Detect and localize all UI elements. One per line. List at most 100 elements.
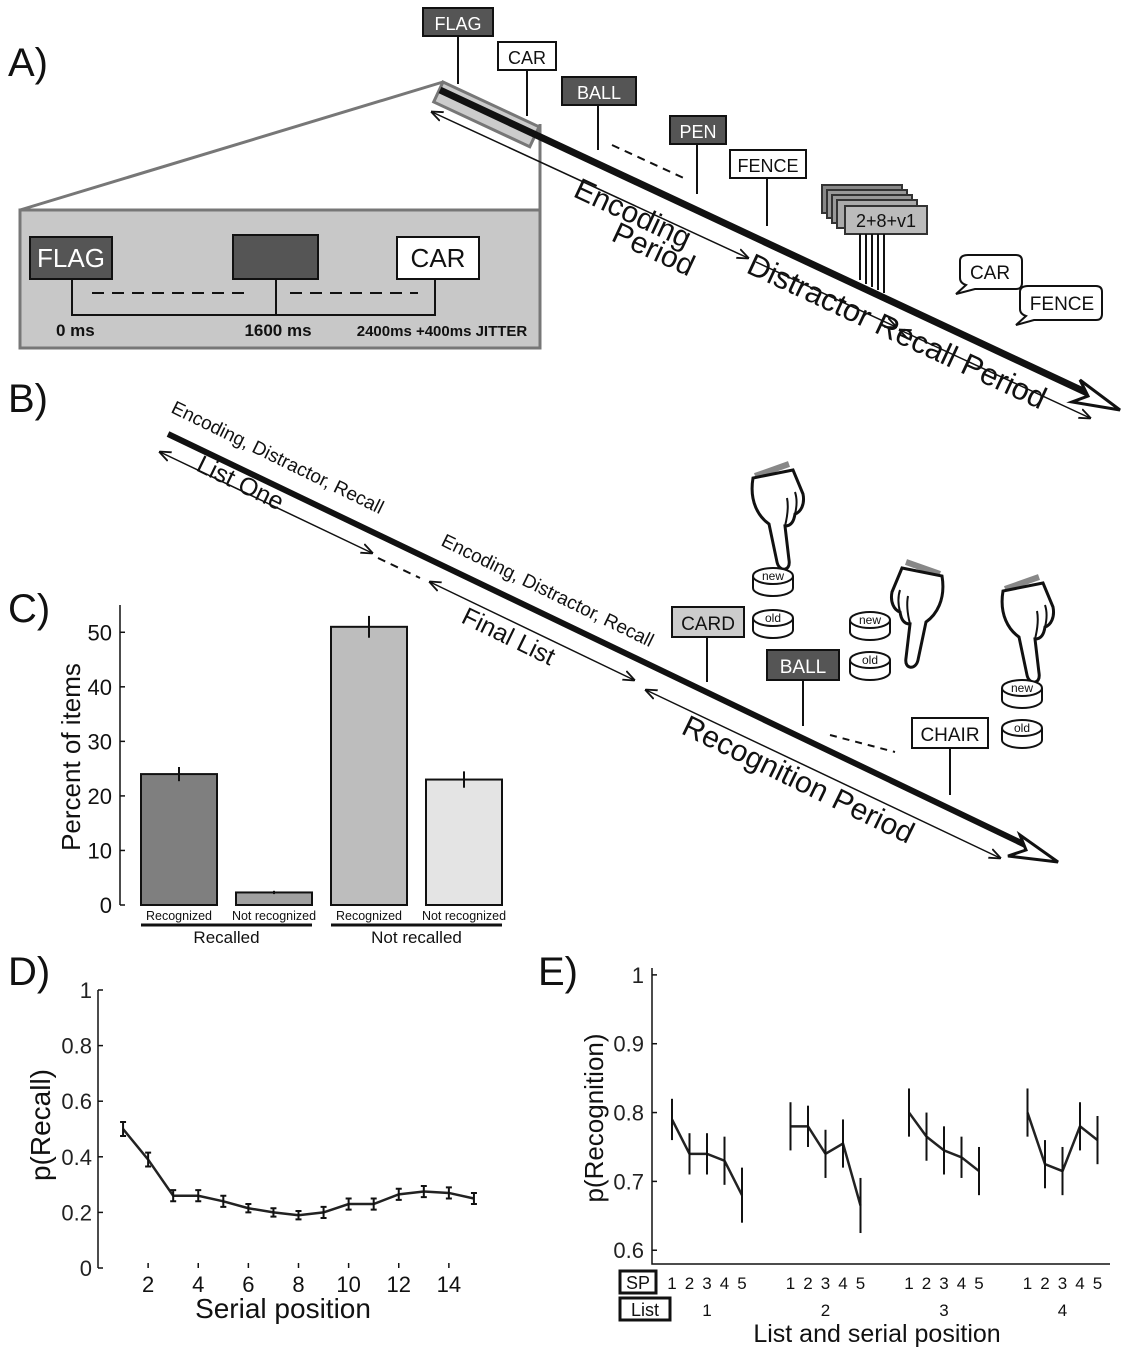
y-tick-label: 50 [88,620,112,645]
x-tick-label: 2 [685,1274,694,1293]
word: CARD [681,614,735,635]
hand-icon [752,464,803,569]
bar [331,627,407,905]
x-tick-label: 2 [803,1274,812,1293]
x-tick-label: 5 [1093,1274,1102,1293]
group-label: Not recalled [371,928,462,947]
x-tick-label: 3 [939,1274,948,1293]
arrow [430,582,634,680]
time: 2400ms +400ms JITTER [357,323,528,340]
word: BALL [780,657,826,678]
x-tick-label: Not recognized [232,909,316,923]
period-label: Recognition Period [677,710,919,851]
y-tick-label: 0.2 [61,1200,92,1225]
button-label: old [862,653,878,667]
figure: A) FLAG CAR BALL PEN FENCE FLAG CAR 0 ms [0,0,1123,1353]
charts: C)01020304050Percent of itemsRecognizedN… [8,587,1110,1348]
x-tick-label: Recognized [336,909,402,923]
y-tick-label: 0.4 [61,1145,92,1170]
x-tick-label: 5 [737,1274,746,1293]
x-tick-label: 3 [1058,1274,1067,1293]
panel-label: B) [8,377,48,421]
x-tick-label: 3 [702,1274,711,1293]
x-tick-label: 4 [838,1274,847,1293]
list-label: 4 [1058,1301,1067,1320]
y-axis-title: Percent of items [56,663,86,851]
button-label: new [859,613,881,627]
x-tick-label: 2 [922,1274,931,1293]
word: CHAIR [920,725,979,746]
x-tick-label: Recognized [146,909,212,923]
hand-icon [1002,577,1053,682]
y-axis-title: p(Recall) [25,1069,56,1181]
x-axis-title: Serial position [195,1293,371,1324]
list-label: 3 [939,1301,948,1320]
word: FLAG [434,14,481,34]
x-tick-label: Not recognized [422,909,506,923]
button-label: old [1014,721,1030,735]
y-tick-label: 0.8 [613,1101,644,1126]
y-tick-label: 0.9 [613,1032,644,1057]
arrowhead [1072,380,1120,410]
word: FENCE [737,156,798,176]
bar [141,774,217,905]
list-label: 2 [821,1301,830,1320]
time: 1600 ms [244,321,311,340]
x-tick-label: 1 [667,1274,676,1293]
x-tick-label: 4 [957,1274,966,1293]
y-tick-label: 30 [88,729,112,754]
x-tick-label: 5 [974,1274,983,1293]
panel-label: A) [8,41,48,85]
y-axis-title: p(Recognition) [579,1033,609,1202]
y-tick-label: 0.8 [61,1034,92,1059]
panel-label: D) [8,950,50,994]
button-label: new [762,569,784,583]
y-tick-label: 0 [80,1256,92,1281]
x-tick-label: 1 [1023,1274,1032,1293]
word: PEN [679,122,716,142]
zoom-line [20,82,443,210]
blank-box [233,235,318,279]
x-tick-label: 1 [904,1274,913,1293]
x-tick-label: 4 [1075,1274,1084,1293]
dashes [830,735,895,752]
row-label: List [631,1300,659,1320]
y-tick-label: 1 [632,963,644,988]
dashes [378,558,420,578]
distractor: 2+8+v1 [856,211,916,231]
word: CAR [508,48,546,68]
button-label: old [765,611,781,625]
list-label: 1 [702,1301,711,1320]
x-tick-label: 2 [142,1272,154,1297]
hand-icon [891,562,942,667]
y-tick-label: 0.7 [613,1169,644,1194]
panel-label: E) [538,950,578,994]
y-tick-label: 40 [88,675,112,700]
x-tick-label: 14 [437,1272,461,1297]
x-axis-title: List and serial position [753,1320,1000,1348]
word: CAR [411,243,466,273]
y-tick-label: 0.6 [613,1238,644,1263]
word: FLAG [37,243,105,273]
bar [426,780,502,905]
recalled-word: FENCE [1030,294,1094,315]
y-tick-label: 0.6 [61,1089,92,1114]
x-tick-label: 5 [856,1274,865,1293]
x-tick-label: 1 [786,1274,795,1293]
word: BALL [577,83,621,103]
time: 0 ms [56,321,95,340]
x-tick-label: 2 [1040,1274,1049,1293]
x-tick-label: 4 [720,1274,729,1293]
y-tick-label: 0 [100,893,112,918]
button-label: new [1011,681,1033,695]
panel-label: C) [8,587,50,631]
panel-a: A) FLAG CAR BALL PEN FENCE FLAG CAR 0 ms [8,8,1120,418]
x-tick-label: 3 [821,1274,830,1293]
error-bar [120,1122,126,1136]
x-tick-label: 12 [387,1272,411,1297]
y-tick-label: 10 [88,838,112,863]
row-label: SP [626,1273,650,1293]
y-tick-label: 20 [88,784,112,809]
